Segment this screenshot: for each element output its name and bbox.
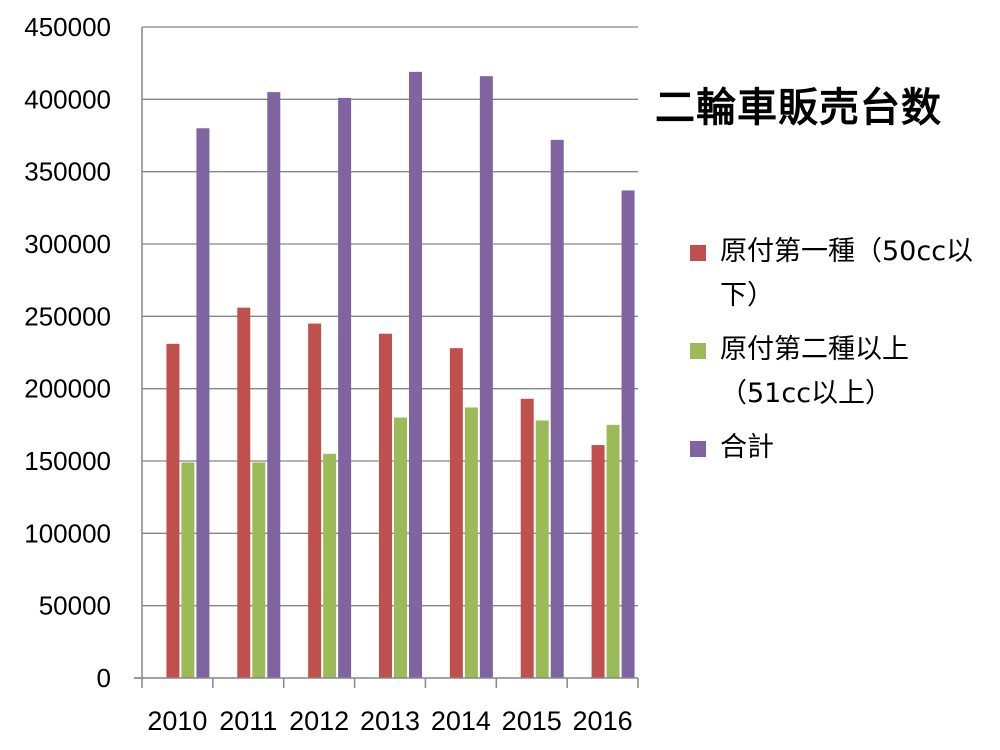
y-tick-label: 50000 xyxy=(39,591,111,621)
grid-lines xyxy=(142,26,638,607)
bar xyxy=(591,445,605,678)
bar xyxy=(237,307,251,678)
y-tick-label: 0 xyxy=(97,663,111,693)
bar xyxy=(252,462,266,678)
legend-label-line1: 原付第二種以上 xyxy=(720,334,909,365)
legend-item-moped-class1: 原付第一種（50cc以 下） xyxy=(690,230,995,318)
bar xyxy=(520,398,534,678)
chart-title: 二輪車販売台数 xyxy=(655,85,942,131)
y-tick-label: 350000 xyxy=(24,157,111,187)
legend: 原付第一種（50cc以 下） 原付第二種以上 （51cc以上） 合計 xyxy=(690,230,995,470)
bar xyxy=(394,417,407,678)
y-tick-label: 450000 xyxy=(24,12,111,42)
y-tick-label: 300000 xyxy=(24,229,111,259)
legend-item-moped-class2: 原付第二種以上 （51cc以上） xyxy=(690,328,995,416)
x-axis-tick-labels: 2010 2011 2012 2013 2014 2015 2016 xyxy=(147,706,632,736)
legend-label-line1: 原付第一種（50cc以 xyxy=(720,236,974,267)
x-tick-label: 2012 xyxy=(289,706,349,736)
bar xyxy=(621,190,635,678)
x-tick-label: 2010 xyxy=(147,706,207,736)
x-tick-label: 2015 xyxy=(502,706,562,736)
bar xyxy=(267,92,281,679)
bar xyxy=(379,333,392,678)
y-tick-label: 250000 xyxy=(24,301,111,331)
x-tick-label: 2014 xyxy=(431,706,491,736)
bar xyxy=(323,453,337,678)
legend-item-total: 合計 xyxy=(690,426,995,470)
bar xyxy=(535,420,549,678)
bar xyxy=(550,139,564,679)
bar xyxy=(166,343,180,678)
x-tick-label: 2011 xyxy=(219,706,277,736)
bar xyxy=(338,97,352,679)
bar xyxy=(181,462,195,678)
legend-label-line2: 下） xyxy=(720,280,774,311)
bar xyxy=(308,323,322,678)
legend-label-line1: 合計 xyxy=(720,432,774,463)
bars xyxy=(166,71,635,679)
y-tick-label: 100000 xyxy=(24,518,111,548)
legend-swatch xyxy=(690,245,706,261)
y-tick-label: 400000 xyxy=(24,84,111,114)
bar xyxy=(449,348,463,678)
legend-swatch xyxy=(690,343,706,359)
x-tick-label: 2013 xyxy=(360,706,420,736)
y-tick-label: 150000 xyxy=(24,446,111,476)
y-tick-label: 200000 xyxy=(24,374,111,404)
bar xyxy=(464,407,478,678)
bar xyxy=(606,424,620,678)
y-axis-tick-labels: 0 50000 100000 150000 200000 250000 300000 3500… xyxy=(24,12,111,693)
bar xyxy=(196,128,210,678)
bar xyxy=(409,71,422,678)
legend-swatch xyxy=(690,441,706,457)
legend-label-line2: （51cc以上） xyxy=(720,378,893,409)
bar xyxy=(479,76,493,679)
x-axis xyxy=(134,27,639,688)
x-tick-label: 2016 xyxy=(573,706,633,736)
